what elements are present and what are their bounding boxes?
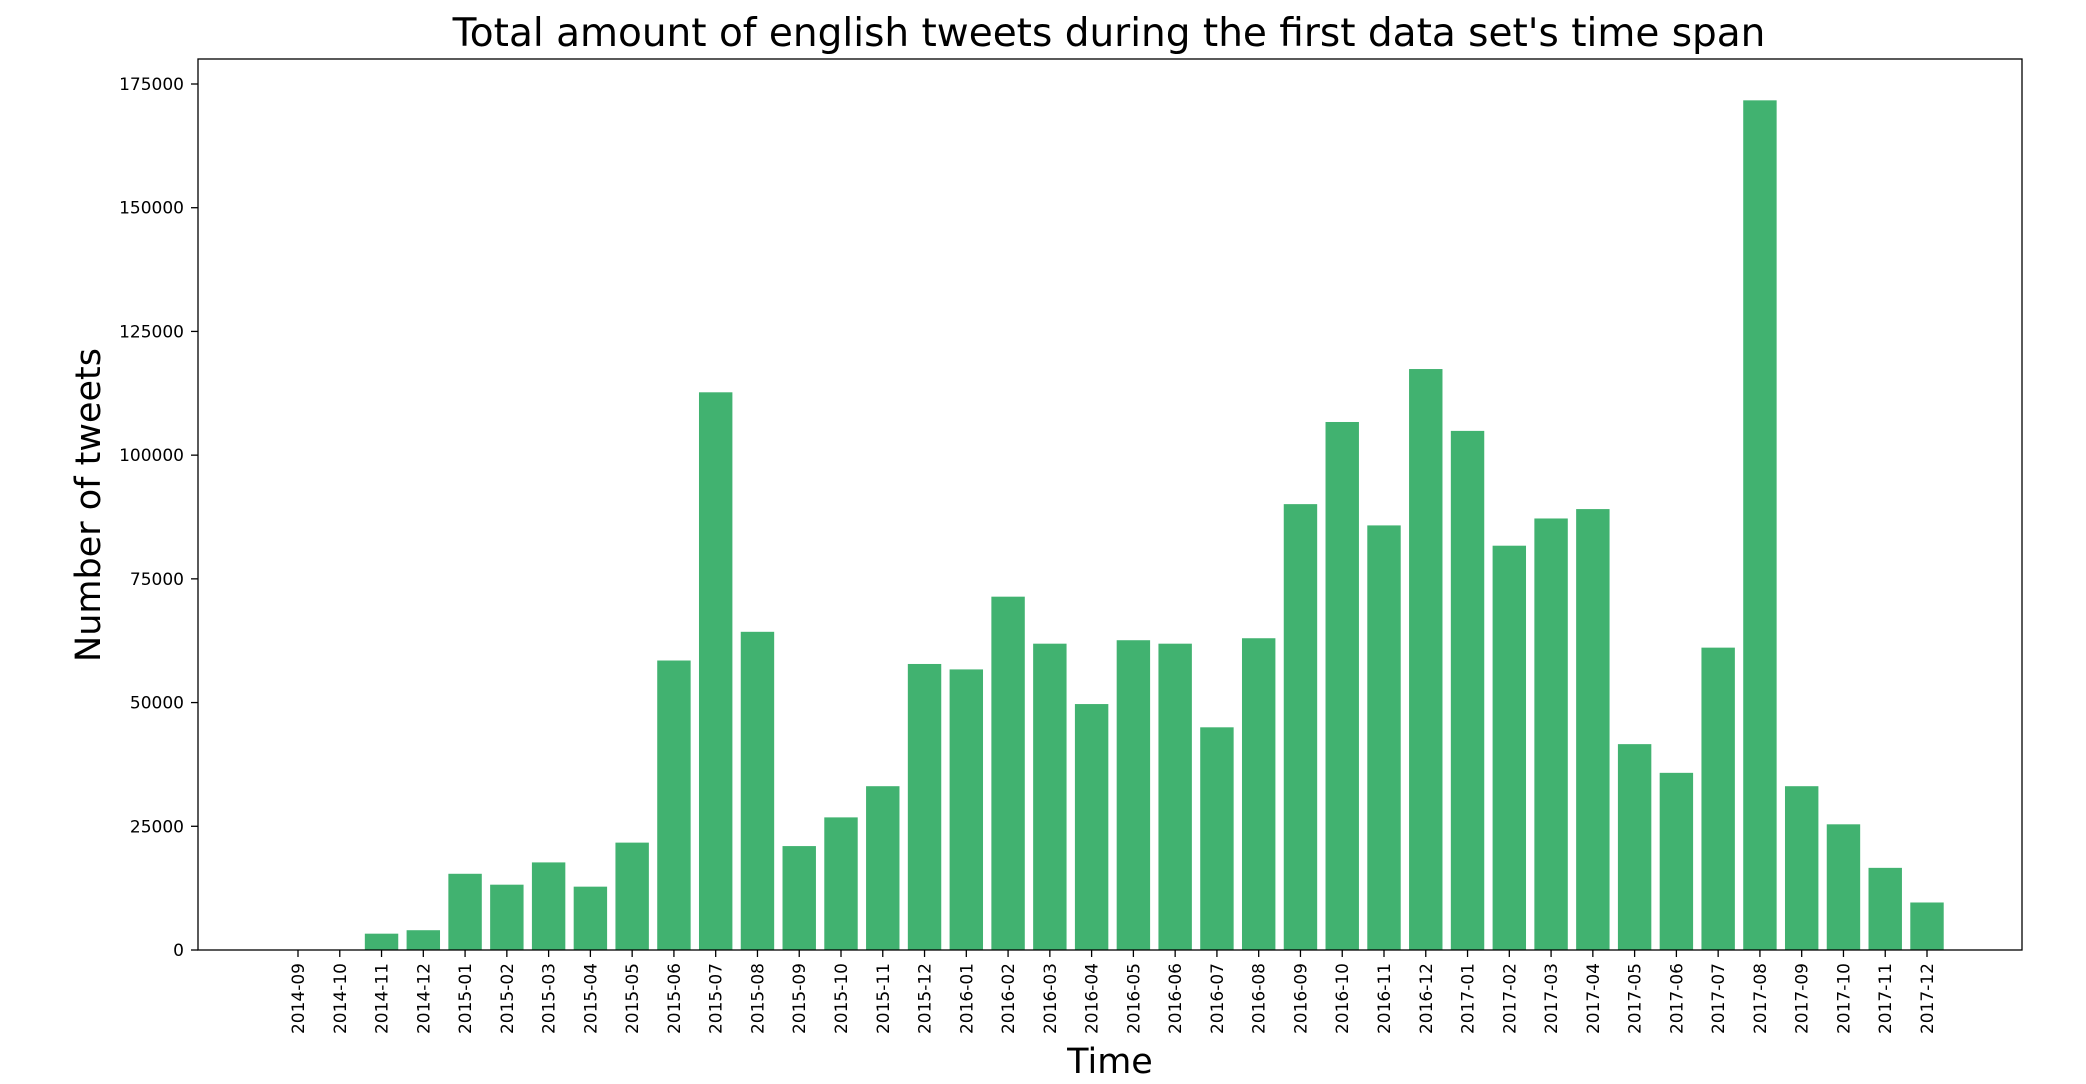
bar-2017-03 — [1534, 518, 1568, 950]
x-tick-label: 2017-03 — [1542, 963, 1562, 1034]
bar-2015-01 — [448, 873, 482, 950]
x-tick-label: 2015-04 — [581, 963, 601, 1034]
bar-2016-07 — [1200, 727, 1234, 950]
x-tick-label: 2017-06 — [1667, 963, 1687, 1034]
bar-2015-06 — [657, 660, 691, 950]
x-tick-label: 2014-09 — [289, 963, 309, 1034]
x-tick-label: 2017-07 — [1709, 963, 1729, 1034]
x-tick-label: 2016-05 — [1124, 963, 1144, 1034]
bar-2016-08 — [1241, 638, 1276, 950]
y-axis-label: Number of tweets — [69, 348, 109, 662]
x-tick-label: 2015-01 — [456, 963, 476, 1034]
x-axis-label: Time — [1066, 1042, 1153, 1082]
bar-2017-04 — [1576, 509, 1610, 950]
bar-2015-04 — [573, 886, 608, 950]
x-tick-label: 2016-08 — [1250, 963, 1270, 1034]
bars-group — [364, 100, 1944, 950]
bar-2016-11 — [1367, 525, 1401, 950]
y-tick-label: 125000 — [119, 322, 184, 342]
x-tick-label: 2017-05 — [1626, 963, 1646, 1034]
x-tick-label: 2017-10 — [1834, 963, 1854, 1034]
x-tick-label: 2016-07 — [1208, 963, 1228, 1034]
bar-2017-11 — [1868, 867, 1902, 950]
x-tick-label: 2016-12 — [1417, 963, 1437, 1034]
x-tick-label: 2015-09 — [790, 963, 810, 1034]
x-tick-label: 2016-03 — [1041, 963, 1061, 1034]
bar-2014-11 — [364, 933, 399, 950]
y-tick-label: 75000 — [130, 570, 184, 590]
bar-2016-09 — [1283, 504, 1318, 950]
x-tick-label: 2014-11 — [373, 963, 393, 1034]
bar-2015-10 — [824, 817, 858, 950]
bar-2016-12 — [1409, 369, 1443, 950]
x-tick-label: 2017-01 — [1459, 963, 1479, 1034]
y-tick-label: 175000 — [119, 75, 184, 95]
bar-2017-05 — [1617, 744, 1652, 950]
x-tick-label: 2014-12 — [414, 963, 434, 1034]
bar-2015-02 — [490, 884, 524, 950]
bar-2015-03 — [531, 862, 566, 950]
x-tick-label: 2017-02 — [1500, 963, 1520, 1034]
bar-2016-06 — [1158, 643, 1192, 950]
bar-2015-11 — [866, 786, 900, 950]
bar-2017-09 — [1784, 786, 1819, 950]
chart-title: Total amount of english tweets during th… — [452, 11, 1766, 56]
bar-2016-04 — [1074, 704, 1109, 950]
x-tick-label: 2015-03 — [540, 963, 560, 1034]
y-tick-label: 150000 — [119, 199, 184, 219]
x-tick-label: 2015-05 — [623, 963, 643, 1034]
bar-2017-07 — [1701, 647, 1735, 950]
bar-2015-12 — [907, 663, 942, 950]
x-tick-label: 2017-12 — [1918, 963, 1938, 1034]
x-tick-label: 2015-10 — [832, 963, 852, 1034]
x-tick-label: 2015-07 — [707, 963, 727, 1034]
bar-2015-05 — [615, 842, 649, 950]
x-tick-label: 2017-04 — [1584, 963, 1604, 1034]
x-tick-label: 2016-09 — [1291, 963, 1311, 1034]
bar-2016-01 — [949, 669, 984, 950]
x-tick-label: 2016-02 — [999, 963, 1019, 1034]
bar-2014-12 — [406, 930, 441, 950]
y-tick-label: 100000 — [119, 446, 184, 466]
bar-2017-01 — [1450, 430, 1485, 950]
x-tick-label: 2015-12 — [916, 963, 936, 1034]
bar-2017-02 — [1492, 545, 1527, 950]
y-tick-label: 25000 — [130, 817, 184, 837]
x-tick-label: 2016-10 — [1333, 963, 1353, 1034]
x-tick-label: 2016-11 — [1375, 963, 1395, 1034]
plot-frame — [197, 58, 2023, 951]
x-axis: 2014-09 2014-10 2014-11 2014-12 2015-01 2015-… — [289, 950, 1938, 1034]
x-tick-label: 2016-04 — [1083, 963, 1103, 1034]
x-tick-label: 2017-08 — [1751, 963, 1771, 1034]
bar-2017-06 — [1659, 772, 1694, 950]
bar-2016-05 — [1116, 640, 1151, 950]
bar-2017-12 — [1910, 902, 1944, 950]
bar-2015-09 — [782, 846, 816, 950]
x-tick-label: 2017-11 — [1876, 963, 1896, 1034]
x-tick-label: 2014-10 — [331, 963, 351, 1034]
x-tick-label: 2015-02 — [498, 963, 518, 1034]
y-tick-label: 50000 — [130, 694, 184, 714]
bar-2016-10 — [1325, 421, 1359, 950]
bar-2015-08 — [740, 631, 775, 950]
bar-2015-07 — [698, 392, 733, 950]
x-tick-label: 2016-01 — [957, 963, 977, 1034]
bar-2016-02 — [991, 596, 1025, 950]
bar-2016-03 — [1033, 643, 1067, 950]
y-axis: 0 25000 50000 75000 100000 125000 150000 175000 — [119, 75, 198, 961]
x-tick-label: 2015-06 — [665, 963, 685, 1034]
bar-2017-08 — [1743, 100, 1777, 950]
x-tick-label: 2015-08 — [748, 963, 768, 1034]
x-tick-label: 2016-06 — [1166, 963, 1186, 1034]
bar-2017-10 — [1826, 824, 1861, 950]
x-tick-label: 2017-09 — [1793, 963, 1813, 1034]
y-tick-label: 0 — [173, 941, 184, 961]
x-tick-label: 2015-11 — [874, 963, 894, 1034]
